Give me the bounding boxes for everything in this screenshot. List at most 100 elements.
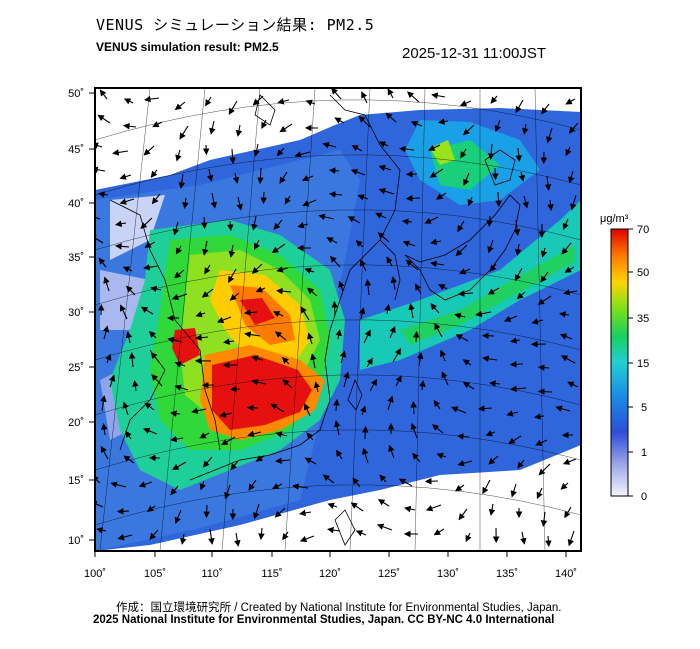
wind-arrow <box>171 293 188 301</box>
wind-arrow <box>463 172 470 187</box>
wind-arrow <box>116 508 130 515</box>
wind-arrow <box>517 459 525 469</box>
wind-arrow <box>537 295 552 305</box>
lat-label: 20˚ <box>68 417 84 429</box>
wind-arrow <box>328 167 340 174</box>
wind-arrow <box>144 241 156 248</box>
wind-arrow <box>489 380 501 387</box>
wind-arrow <box>438 118 449 125</box>
wind-arrow <box>430 238 442 246</box>
wind-arrow <box>454 312 466 320</box>
wind-arrow <box>405 195 421 202</box>
lon-axis: 100˚ 105˚ 110˚ 115˚ 120˚ 125˚ 130˚ 135˚ … <box>84 551 577 580</box>
wind-arrow <box>172 461 187 471</box>
wind-arrow <box>363 329 371 344</box>
wind-arrow <box>123 122 137 130</box>
wind-arrow <box>376 523 393 531</box>
wind-arrow <box>434 322 443 338</box>
wind-arrow <box>510 337 521 344</box>
wind-arrow <box>567 170 575 184</box>
wind-arrow <box>486 215 493 228</box>
lon-label: 135˚ <box>496 568 518 580</box>
wind-arrow <box>438 284 448 291</box>
wind-arrow <box>255 286 266 293</box>
wind-arrow <box>358 307 366 320</box>
wind-arrow <box>150 285 162 293</box>
wind-arrow <box>115 220 127 228</box>
wind-arrow <box>175 245 183 255</box>
wind-arrow <box>251 263 263 274</box>
wind-arrow <box>172 221 180 236</box>
wind-arrow <box>334 420 341 436</box>
wind-arrow <box>119 198 135 205</box>
wind-arrow <box>564 266 575 273</box>
wind-arrow <box>456 433 470 440</box>
wind-arrow <box>350 502 364 512</box>
wind-arrow <box>144 95 160 103</box>
wind-arrow <box>108 374 116 388</box>
wind-arrow <box>377 499 390 507</box>
wind-arrow <box>485 430 496 437</box>
wind-arrow <box>534 413 545 420</box>
wind-arrow <box>482 479 491 495</box>
wind-arrow <box>228 268 237 283</box>
wind-arrow <box>510 483 517 498</box>
wind-arrow <box>494 119 501 133</box>
wind-arrow <box>95 475 101 484</box>
wind-arrow <box>399 145 415 153</box>
wind-arrow <box>328 191 343 198</box>
colorbar-label: 5 <box>641 402 647 414</box>
wind-arrow <box>506 410 519 417</box>
wind-arrow <box>535 439 548 446</box>
credit-line: 作成：国立環境研究所 / Created by National Institu… <box>116 602 562 614</box>
wind-arrow <box>205 96 212 107</box>
wind-arrow <box>541 103 550 115</box>
wind-arrow <box>179 125 189 140</box>
wind-arrow <box>103 276 110 292</box>
wind-arrow <box>144 402 155 411</box>
wind-arrow <box>152 121 163 128</box>
wind-arrow <box>143 145 155 156</box>
wind-arrow <box>151 373 163 387</box>
wind-arrow <box>489 263 497 272</box>
wind-arrow <box>98 257 107 268</box>
wind-arrow <box>327 526 341 534</box>
wind-arrow <box>260 191 267 205</box>
wind-arrow <box>358 115 371 128</box>
wind-arrow <box>379 474 387 483</box>
wind-arrow <box>439 349 447 362</box>
wind-arrow <box>516 291 526 300</box>
wind-arrow <box>564 506 572 519</box>
wind-arrow <box>386 256 393 267</box>
wind-arrow <box>170 435 184 443</box>
lat-label: 25˚ <box>68 362 84 374</box>
wind-arrow <box>146 505 156 513</box>
wind-arrow <box>170 485 179 496</box>
wind-arrow <box>495 191 502 208</box>
wind-arrow <box>235 124 243 137</box>
wind-arrow <box>455 484 465 492</box>
wind-arrow <box>518 171 526 182</box>
wind-arrow <box>462 124 475 136</box>
wind-arrow <box>95 234 104 244</box>
lat-label: 50˚ <box>68 88 84 100</box>
wind-arrow <box>138 481 153 488</box>
wind-arrow <box>408 303 415 319</box>
wind-arrow <box>343 371 350 388</box>
wind-arrow <box>390 276 398 291</box>
wind-arrow <box>252 95 264 106</box>
wind-arrow <box>170 410 181 417</box>
wind-arrow <box>355 240 364 248</box>
wind-arrow <box>357 194 369 201</box>
wind-arrow <box>229 385 241 393</box>
wind-arrow <box>305 99 316 106</box>
title-japanese: VENUS シミュレーション結果: PM2.5 <box>96 16 375 34</box>
wind-arrow <box>487 239 494 254</box>
wind-arrow <box>405 259 419 271</box>
wind-arrow <box>175 149 182 162</box>
wind-arrow <box>123 98 134 105</box>
wind-arrow <box>521 123 529 135</box>
wind-arrow <box>362 425 369 440</box>
wind-arrow <box>148 330 157 339</box>
lon-label: 125˚ <box>378 568 400 580</box>
